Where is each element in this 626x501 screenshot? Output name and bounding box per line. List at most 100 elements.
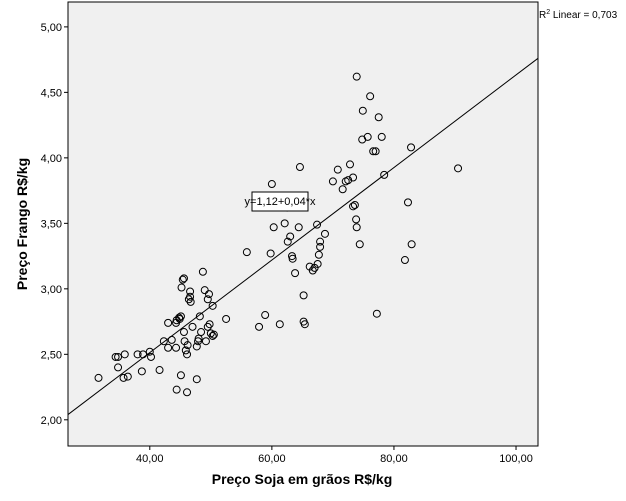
point (313, 220, 322, 229)
point (133, 350, 142, 359)
point (183, 350, 192, 359)
point (358, 106, 367, 115)
point (208, 331, 217, 340)
point (222, 314, 231, 323)
point (377, 132, 386, 141)
point (114, 363, 123, 372)
point (176, 371, 185, 380)
point (177, 283, 186, 292)
point (172, 343, 181, 352)
x-tick-label: 80,00 (380, 453, 408, 465)
point (195, 312, 204, 321)
equation: y=1,12+0,04*x (245, 196, 316, 208)
point (333, 165, 342, 174)
y-tick-label: 3,50 (41, 218, 62, 230)
point (346, 160, 354, 169)
point (137, 367, 146, 376)
point (183, 388, 192, 397)
point (242, 248, 251, 257)
point (286, 232, 295, 241)
point (280, 219, 289, 228)
point (186, 287, 195, 296)
point (205, 290, 213, 299)
point (338, 185, 347, 194)
point (288, 254, 297, 263)
point (328, 177, 337, 186)
point (197, 328, 206, 337)
point (94, 373, 103, 382)
y-tick-label: 4,50 (41, 87, 62, 99)
point (320, 229, 329, 238)
point (299, 291, 308, 300)
point (139, 350, 148, 359)
point (261, 311, 270, 320)
y-tick-label: 2,50 (41, 349, 62, 361)
point (313, 259, 322, 268)
point (295, 163, 304, 172)
point (114, 352, 123, 361)
point (294, 223, 303, 232)
y-tick-label: 3,00 (41, 284, 62, 296)
point (208, 301, 217, 310)
point (407, 143, 416, 152)
point (349, 173, 358, 182)
point (300, 320, 309, 329)
point (164, 318, 173, 327)
point (363, 132, 372, 141)
point (178, 275, 187, 284)
point (155, 366, 164, 375)
point (172, 385, 181, 394)
point (266, 249, 275, 258)
point (350, 201, 359, 210)
r2-rest: Linear = 0,703 (550, 10, 617, 21)
point (188, 322, 197, 331)
point (314, 250, 323, 259)
plot-area (67, 1, 539, 447)
point (201, 337, 210, 346)
x-tick-label: 60,00 (258, 453, 286, 465)
r2-base: R (539, 10, 546, 21)
point (145, 347, 154, 356)
point (120, 350, 129, 359)
annotation-box (251, 191, 309, 212)
r2-sup: 2 (546, 9, 550, 16)
y-tick-label: 4,00 (41, 153, 62, 165)
point (308, 266, 317, 275)
y-tick-label: 5,00 (41, 22, 62, 34)
point (355, 240, 364, 249)
point (186, 297, 195, 306)
point (372, 309, 381, 318)
point (380, 170, 389, 179)
point (374, 113, 383, 122)
point (198, 267, 207, 276)
point (344, 176, 353, 185)
x-axis-title: Preço Soja em grãos R$/kg (212, 471, 393, 487)
point (209, 330, 218, 339)
point (407, 240, 416, 249)
point (179, 274, 188, 283)
point (200, 286, 209, 295)
point (203, 322, 212, 331)
point (186, 292, 195, 301)
plot-layer (67, 57, 539, 415)
point (203, 295, 212, 304)
point (147, 352, 156, 361)
point (183, 341, 192, 350)
point (167, 335, 176, 344)
y-axis-title: Preço Frango R$/kg (14, 158, 30, 290)
point (400, 256, 409, 265)
point (316, 242, 325, 251)
point (176, 312, 185, 321)
x-tick-label: 40,00 (136, 453, 164, 465)
point (369, 147, 378, 156)
point (352, 215, 361, 224)
r2-label: R2 Linear = 0,703 (539, 9, 618, 21)
point (352, 223, 361, 232)
point (111, 352, 120, 361)
point (352, 72, 361, 81)
point (283, 237, 292, 246)
point (119, 373, 128, 382)
point (454, 164, 463, 173)
point (316, 237, 325, 246)
